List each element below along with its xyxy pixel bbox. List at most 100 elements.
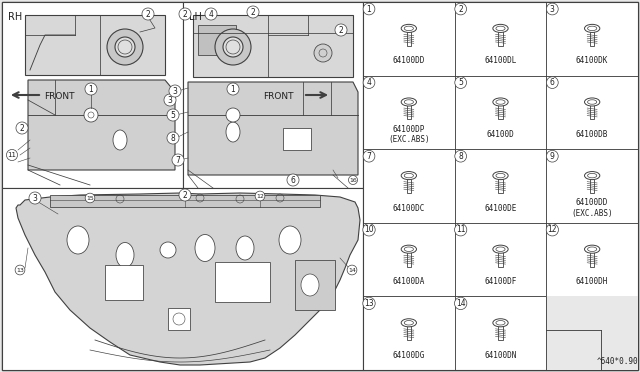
Circle shape <box>226 108 240 122</box>
Ellipse shape <box>401 24 417 32</box>
Text: 12: 12 <box>548 225 557 234</box>
Bar <box>105 265 143 300</box>
Text: 64100DH: 64100DH <box>576 277 609 286</box>
Text: 3: 3 <box>550 4 555 13</box>
Text: 3: 3 <box>173 87 177 96</box>
Text: 64100DC: 64100DC <box>393 203 425 212</box>
Text: 14: 14 <box>456 299 465 308</box>
Ellipse shape <box>401 319 417 327</box>
Text: 12: 12 <box>256 193 264 199</box>
Ellipse shape <box>195 234 215 262</box>
Text: 2: 2 <box>251 7 255 16</box>
Ellipse shape <box>116 243 134 267</box>
Bar <box>406 326 411 340</box>
Text: 10: 10 <box>364 225 374 234</box>
Text: 14: 14 <box>348 267 356 273</box>
Bar <box>168 308 190 330</box>
Ellipse shape <box>401 245 417 253</box>
Bar <box>363 2 638 370</box>
Text: 64100DA: 64100DA <box>393 277 425 286</box>
Text: 2: 2 <box>458 4 463 13</box>
Text: 8: 8 <box>171 134 175 142</box>
Ellipse shape <box>301 274 319 296</box>
Ellipse shape <box>584 245 600 253</box>
Ellipse shape <box>584 98 600 106</box>
Ellipse shape <box>493 245 508 253</box>
Bar <box>499 179 503 193</box>
Text: 4: 4 <box>367 78 371 87</box>
Text: 15: 15 <box>86 196 94 201</box>
Ellipse shape <box>67 226 89 254</box>
Text: 1: 1 <box>230 84 236 93</box>
Ellipse shape <box>493 24 508 32</box>
Text: 64100D: 64100D <box>486 130 515 139</box>
Bar <box>547 296 638 370</box>
Bar <box>499 105 503 119</box>
Text: 11: 11 <box>8 152 17 158</box>
Bar <box>50 195 320 207</box>
Text: 2: 2 <box>20 124 24 132</box>
Polygon shape <box>28 80 175 170</box>
Bar <box>215 262 270 302</box>
Text: 3: 3 <box>33 193 37 202</box>
Circle shape <box>84 108 98 122</box>
Text: 1: 1 <box>367 4 371 13</box>
Text: FRONT: FRONT <box>263 92 294 100</box>
Bar <box>499 326 503 340</box>
Text: 2: 2 <box>339 26 344 35</box>
Text: 1: 1 <box>88 84 93 93</box>
Text: 13: 13 <box>16 267 24 273</box>
Bar <box>295 260 335 310</box>
Ellipse shape <box>279 226 301 254</box>
Text: RH: RH <box>8 12 22 22</box>
Text: ^640*0.90: ^640*0.90 <box>596 357 638 366</box>
Text: LH: LH <box>189 12 202 22</box>
Polygon shape <box>16 193 360 365</box>
Ellipse shape <box>401 98 417 106</box>
Bar <box>590 179 595 193</box>
Bar <box>590 32 595 46</box>
Text: 7: 7 <box>175 155 180 164</box>
Bar <box>2 2 183 188</box>
Bar <box>25 15 165 75</box>
Bar <box>193 15 353 77</box>
Bar <box>198 25 236 55</box>
Text: 7: 7 <box>367 152 371 161</box>
Circle shape <box>160 242 176 258</box>
Text: 5: 5 <box>171 110 175 119</box>
Bar <box>406 105 411 119</box>
Ellipse shape <box>493 319 508 327</box>
Ellipse shape <box>401 171 417 180</box>
Text: 64100DD: 64100DD <box>393 56 425 65</box>
Text: 11: 11 <box>456 225 465 234</box>
Text: 16: 16 <box>349 177 357 183</box>
Bar <box>2 188 363 370</box>
Bar <box>590 105 595 119</box>
Text: 4: 4 <box>209 10 213 19</box>
Text: FRONT: FRONT <box>44 92 74 100</box>
Text: 13: 13 <box>364 299 374 308</box>
Circle shape <box>223 37 243 57</box>
Text: 6: 6 <box>550 78 555 87</box>
Bar <box>406 252 411 267</box>
Ellipse shape <box>226 122 240 142</box>
Text: 64100DL: 64100DL <box>484 56 516 65</box>
Ellipse shape <box>493 98 508 106</box>
Ellipse shape <box>236 236 254 260</box>
Text: 3: 3 <box>168 96 172 105</box>
Bar <box>590 252 595 267</box>
Ellipse shape <box>584 24 600 32</box>
Bar <box>499 32 503 46</box>
Ellipse shape <box>584 171 600 180</box>
Text: 2: 2 <box>146 10 150 19</box>
Text: 64100DD
(EXC.ABS): 64100DD (EXC.ABS) <box>572 198 613 218</box>
Circle shape <box>314 44 332 62</box>
Ellipse shape <box>493 171 508 180</box>
Text: 64100DE: 64100DE <box>484 203 516 212</box>
Text: 5: 5 <box>458 78 463 87</box>
Text: 64100DF: 64100DF <box>484 277 516 286</box>
Polygon shape <box>188 82 358 175</box>
Text: 2: 2 <box>182 10 188 19</box>
Ellipse shape <box>113 130 127 150</box>
Text: 64100DG: 64100DG <box>393 351 425 360</box>
